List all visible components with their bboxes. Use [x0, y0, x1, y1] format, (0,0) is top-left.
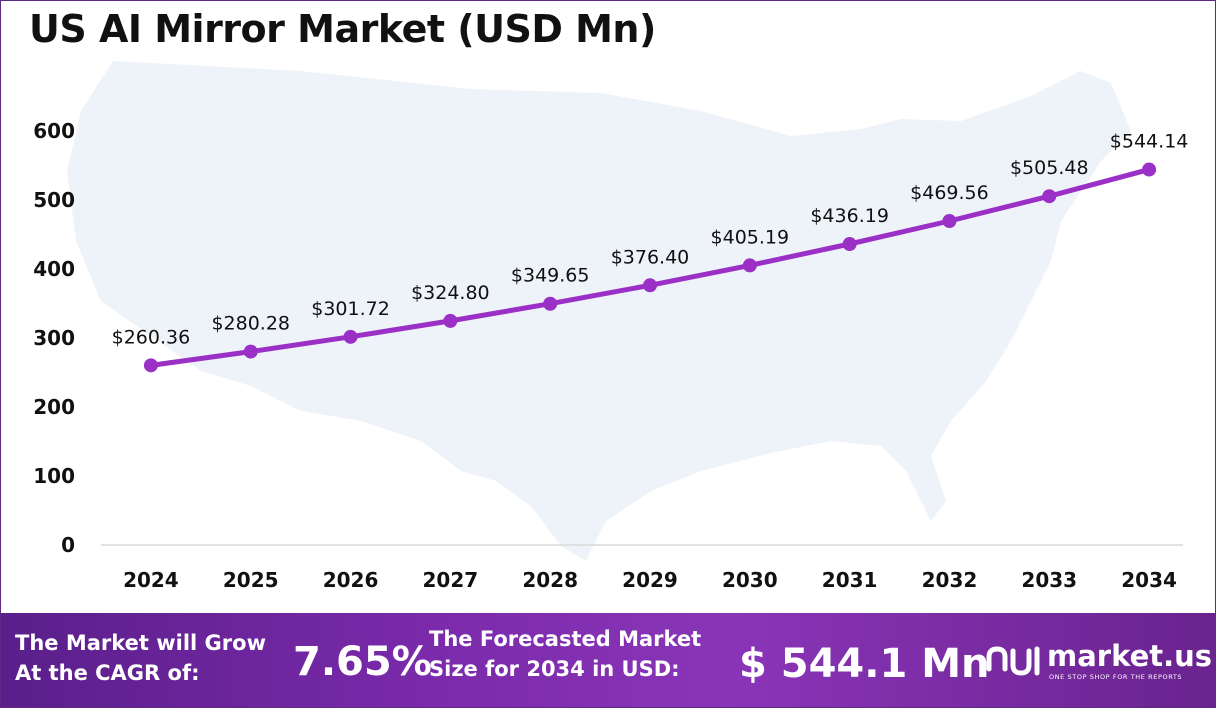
y-tick-label: 0	[61, 533, 75, 557]
data-label: $324.80	[411, 282, 490, 304]
summary-banner: The Market will Grow At the CAGR of: 7.6…	[1, 613, 1215, 707]
x-tick-label: 2032	[922, 568, 978, 592]
data-point	[942, 214, 957, 229]
x-tick-label: 2024	[123, 568, 179, 592]
chart-area: 0 100 200 300 400 500 600 2024 2025 2026 2027 2028…	[33, 61, 1189, 592]
logo-name: market.us	[1047, 639, 1213, 673]
data-label: $505.48	[1010, 157, 1089, 179]
data-point	[842, 237, 857, 252]
data-label: $405.19	[711, 226, 790, 248]
data-point	[343, 329, 358, 344]
data-label: $544.14	[1110, 131, 1189, 153]
forecast-caption-line2: Size for 2034 in USD:	[429, 657, 680, 681]
data-label: $260.36	[112, 326, 191, 348]
y-tick-label: 100	[33, 464, 75, 488]
x-tick-label: 2034	[1121, 568, 1177, 592]
x-tick-label: 2030	[722, 568, 778, 592]
data-labels: $260.36 $280.28 $301.72 $324.80 $349.65 $376.…	[112, 131, 1189, 349]
data-label: $436.19	[810, 205, 889, 227]
market-us-logo-icon	[986, 646, 1040, 676]
data-label: $469.56	[910, 182, 989, 204]
data-points	[143, 162, 1157, 373]
x-tick-label: 2028	[522, 568, 578, 592]
forecast-caption-line1: The Forecasted Market	[429, 627, 702, 651]
cagr-value: 7.65%	[293, 639, 432, 685]
cagr-caption-line2: At the CAGR of:	[15, 661, 200, 685]
logo-tagline: ONE STOP SHOP FOR THE REPORTS	[1049, 673, 1183, 681]
data-point	[1142, 162, 1157, 177]
y-tick-label: 500	[33, 188, 75, 212]
y-tick-label: 200	[33, 395, 75, 419]
data-label: $349.65	[511, 265, 590, 287]
data-label: $301.72	[311, 298, 390, 320]
cagr-caption-line1: The Market will Grow	[15, 631, 266, 655]
data-point	[143, 358, 158, 373]
x-tick-label: 2029	[622, 568, 678, 592]
data-point	[543, 296, 558, 311]
x-tick-label: 2033	[1021, 568, 1077, 592]
y-tick-label: 300	[33, 326, 75, 350]
data-label: $280.28	[211, 313, 290, 335]
x-tick-label: 2025	[223, 568, 279, 592]
y-tick-label: 400	[33, 257, 75, 281]
x-tick-label: 2027	[423, 568, 479, 592]
x-axis-ticks: 2024 2025 2026 2027 2028 2029 2030 2031 2032 2033…	[123, 568, 1177, 592]
x-tick-label: 2031	[822, 568, 878, 592]
chart-title: US AI Mirror Market (USD Mn)	[29, 7, 656, 51]
data-point	[643, 278, 657, 293]
forecast-size-value: $ 544.1 Mn	[739, 641, 990, 687]
data-point	[742, 258, 757, 273]
x-tick-label: 2026	[323, 568, 379, 592]
data-label: $376.40	[611, 246, 690, 268]
data-point	[243, 344, 258, 359]
us-map-silhouette	[67, 61, 1131, 561]
y-axis-ticks: 0 100 200 300 400 500 600	[33, 119, 75, 557]
data-point	[1042, 189, 1057, 204]
y-tick-label: 600	[33, 119, 75, 143]
data-point	[443, 313, 458, 328]
